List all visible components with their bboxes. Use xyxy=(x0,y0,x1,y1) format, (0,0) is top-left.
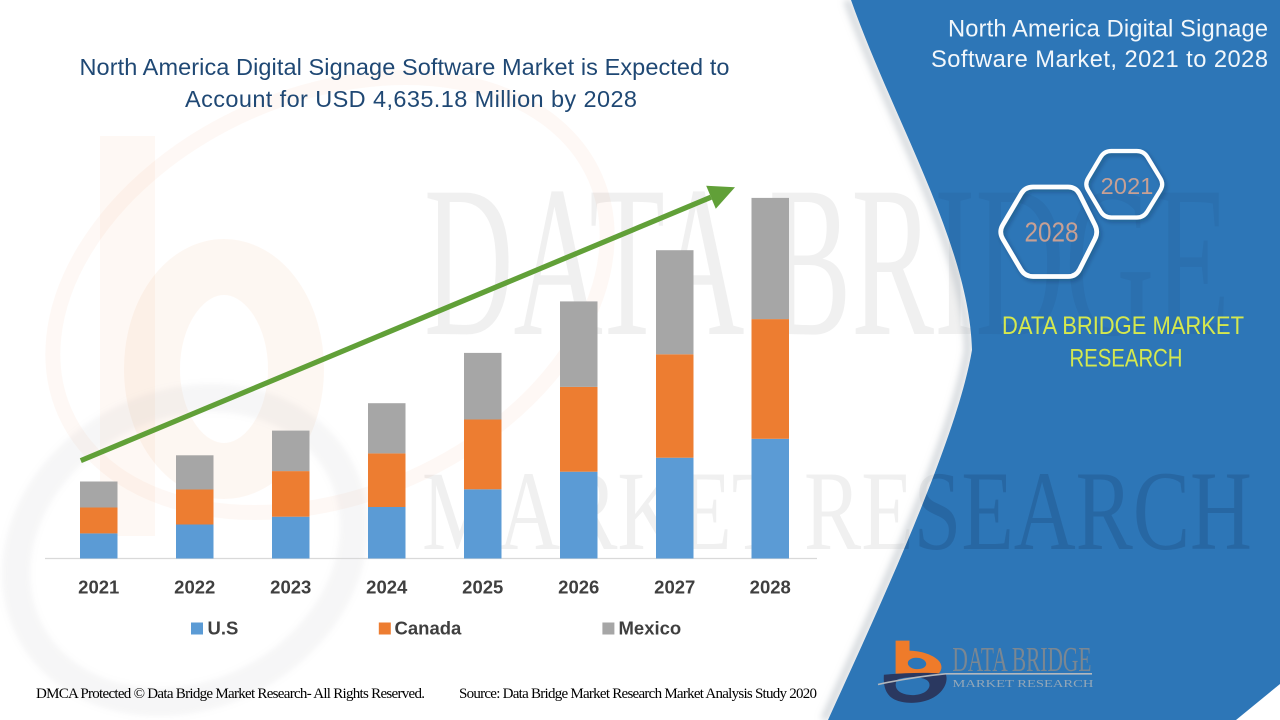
svg-text:MARKET RESEARCH: MARKET RESEARCH xyxy=(952,678,1093,690)
svg-text:Mexico: Mexico xyxy=(619,618,682,639)
svg-text:Account for USD 4,635.18 Milli: Account for USD 4,635.18 Million by 2028 xyxy=(185,86,637,112)
svg-text:2028: 2028 xyxy=(750,577,791,598)
svg-text:North America Digital Signage: North America Digital Signage Software M… xyxy=(80,54,730,80)
svg-text:Software Market, 2021 to 2028: Software Market, 2021 to 2028 xyxy=(931,47,1268,73)
svg-text:2028: 2028 xyxy=(1025,217,1079,248)
svg-text:2021: 2021 xyxy=(1101,173,1154,199)
svg-text:2026: 2026 xyxy=(558,577,599,598)
svg-text:2023: 2023 xyxy=(270,577,311,598)
svg-text:2024: 2024 xyxy=(366,577,408,598)
svg-text:Source: Data Bridge Market Res: Source: Data Bridge Market Research Mark… xyxy=(459,686,817,702)
svg-text:U.S: U.S xyxy=(208,618,239,639)
svg-text:North America Digital Signage: North America Digital Signage xyxy=(948,17,1268,43)
svg-text:Canada: Canada xyxy=(395,618,463,639)
svg-text:RESEARCH: RESEARCH xyxy=(1070,345,1183,373)
svg-text:2025: 2025 xyxy=(462,577,503,598)
svg-text:DMCA Protected © Data Bridge M: DMCA Protected © Data Bridge Market Rese… xyxy=(36,686,425,702)
svg-text:2027: 2027 xyxy=(654,577,695,598)
svg-text:2022: 2022 xyxy=(174,577,215,598)
svg-text:2021: 2021 xyxy=(78,577,119,598)
svg-text:DATA BRIDGE MARKET: DATA BRIDGE MARKET xyxy=(1002,312,1244,340)
svg-text:DATA BRIDGE: DATA BRIDGE xyxy=(952,640,1091,679)
